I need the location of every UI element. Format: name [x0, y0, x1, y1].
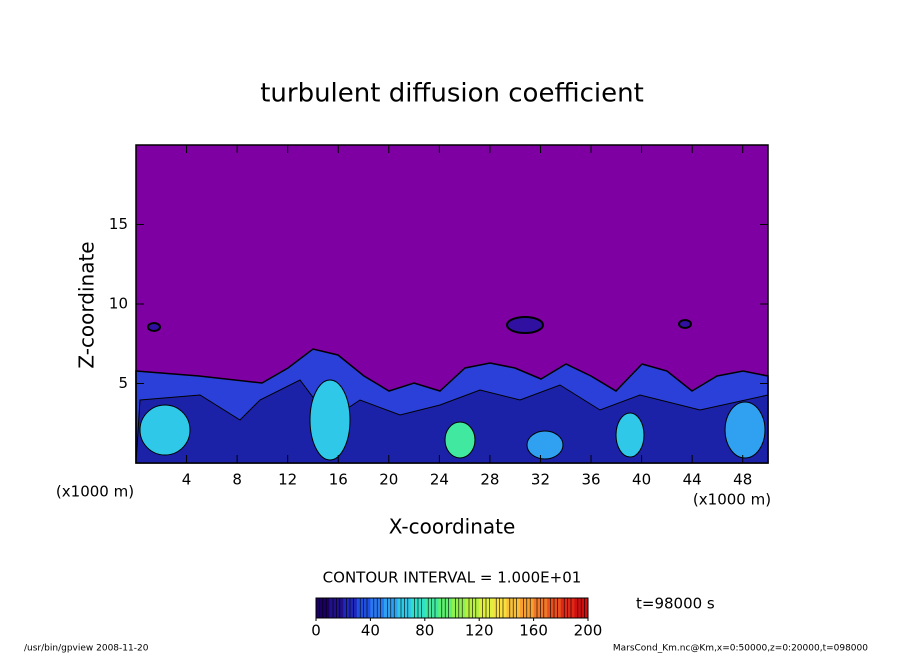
- x-tick-label: 32: [531, 471, 550, 489]
- y-unit: (x1000 m): [56, 483, 134, 501]
- x-tick-label: 44: [683, 471, 702, 489]
- field-patch: [724, 401, 766, 459]
- y-tick-label: 15: [109, 215, 128, 233]
- field-patch: [139, 404, 191, 456]
- field-patch: [444, 421, 476, 459]
- chart-title: turbulent diffusion coefficient: [260, 79, 644, 109]
- footer-left: /usr/bin/gpview 2008-11-20: [24, 644, 149, 654]
- x-tick-label: 36: [581, 471, 600, 489]
- y-tick-label: 10: [109, 295, 128, 313]
- colorbar-tick-label: 0: [311, 622, 321, 640]
- x-tick-label: 16: [329, 471, 348, 489]
- x-tick-label: 40: [632, 471, 651, 489]
- x-unit: (x1000 m): [693, 491, 771, 509]
- field-patch: [506, 316, 544, 334]
- x-tick-label: 8: [232, 471, 242, 489]
- x-tick-label: 20: [379, 471, 398, 489]
- field: [135, 144, 769, 464]
- field-patch: [526, 430, 564, 460]
- colorbar-tick-label: 160: [519, 622, 548, 640]
- colorbar-tick-label: 80: [415, 622, 434, 640]
- y-tick-label: 5: [118, 374, 128, 392]
- colorbar-tick-label: 200: [574, 622, 603, 640]
- field-patch: [309, 379, 351, 461]
- x-tick-label: 4: [182, 471, 192, 489]
- x-tick-label: 24: [430, 471, 449, 489]
- contour-interval: CONTOUR INTERVAL = 1.000E+01: [323, 569, 582, 587]
- colorbar-tick-label: 120: [465, 622, 494, 640]
- field-patch: [615, 412, 645, 458]
- x-axis-label: X-coordinate: [389, 515, 516, 539]
- footer-right: MarsCond_Km.nc@Km,x=0:50000,z=0:20000,t=…: [613, 644, 868, 654]
- colorbar-frame: [315, 597, 589, 619]
- colorbar-tick-label: 40: [361, 622, 380, 640]
- x-tick-label: 28: [480, 471, 499, 489]
- y-axis-label: Z-coordinate: [75, 241, 99, 368]
- x-tick-label: 12: [278, 471, 297, 489]
- x-tick-label: 48: [733, 471, 752, 489]
- field-patch: [678, 319, 692, 329]
- field-patch: [147, 322, 161, 332]
- time-label: t=98000 s: [636, 595, 715, 613]
